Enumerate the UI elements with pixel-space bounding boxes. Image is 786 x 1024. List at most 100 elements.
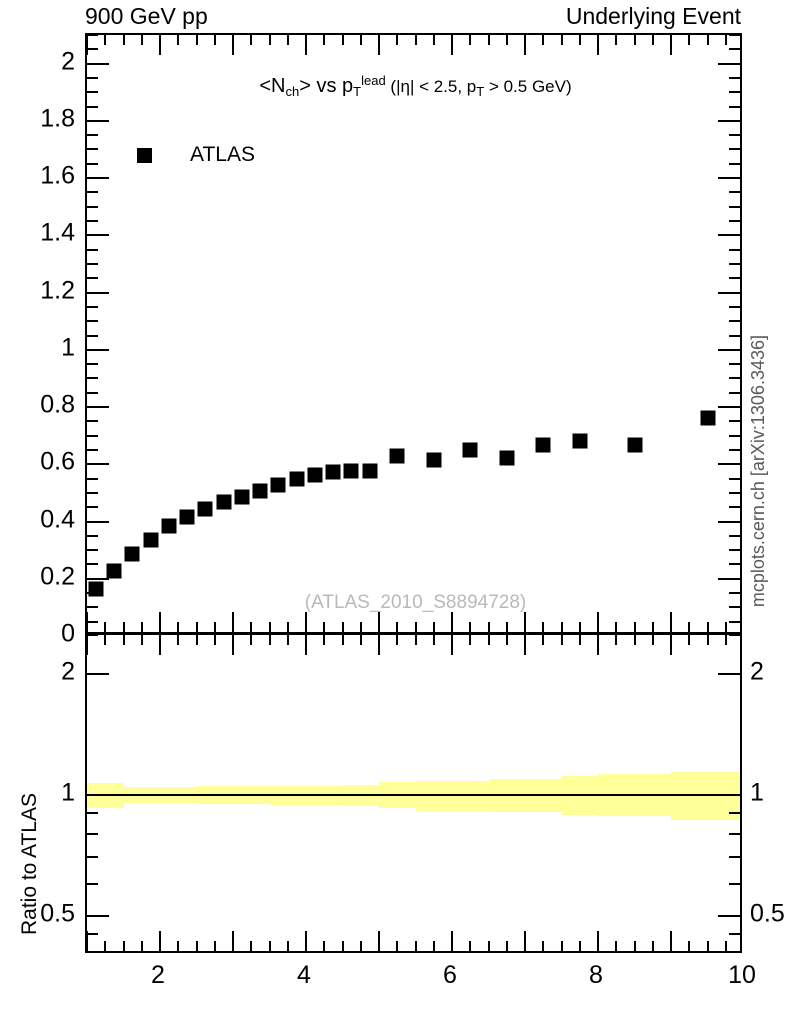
ratio-y-tick-label-left: 0.5 [40,899,75,928]
y-tick-left [87,620,98,623]
x-tick-top [542,35,545,45]
x-tick-bottom [542,622,545,632]
x-tick-top [578,35,581,45]
ratio-x-tick-bottom [213,941,216,951]
ratio-x-tick-top [469,635,472,645]
uncertainty-band-segment [707,772,740,821]
ratio-x-tick-top [724,635,727,645]
legend: ATLAS [137,143,255,167]
y-tick-left [87,463,109,466]
ratio-x-tick-top [305,635,307,655]
title-vs: > vs p [299,74,354,97]
ratio-y-tick-left [87,933,98,936]
ratio-x-tick-top [542,635,545,645]
ratio-x-tick-top [451,635,453,655]
y-tick-left [87,119,109,122]
y-tick-right [729,620,740,623]
x-tick-bottom [232,612,234,632]
y-tick-left [87,549,98,552]
ratio-x-tick-top [268,635,271,645]
x-tick-bottom [305,612,307,632]
y-tick-right [729,606,740,609]
y-tick-left [87,577,109,580]
x-tick-top [213,35,216,45]
x-tick-bottom [505,622,508,632]
y-tick-left [87,148,98,151]
y-tick-right [729,334,740,337]
y-tick-left [87,406,109,409]
main-y-tick-label: 1.4 [40,218,75,247]
x-tick-top [396,35,399,45]
ratio-y-tick-label-right: 0.5 [750,899,785,928]
ratio-x-tick-top [140,635,143,645]
source-credit-label: mcplots.cern.ch [arXiv:1306.3436] [748,335,768,608]
ratio-x-tick-top [213,635,216,645]
y-tick-right [718,291,740,294]
y-tick-right [729,35,740,36]
data-point [124,546,140,562]
data-point [289,471,304,487]
ratio-x-tick-top [341,635,344,645]
y-tick-left [87,520,109,523]
title-cond-b: > 0.5 GeV) [484,76,572,96]
x-tick-top [706,35,709,45]
data-point [627,437,642,453]
ratio-x-tick-top [286,635,289,645]
ratio-x-tick-bottom [195,941,198,951]
ratio-x-tick-top [578,635,581,645]
data-point [389,448,405,464]
main-y-tick-label: 2 [61,47,75,76]
y-tick-left [87,491,98,494]
ratio-x-tick-bottom [87,931,88,951]
ratio-y-tick-left [87,672,109,675]
y-tick-right [729,477,740,480]
title-angle-open: < [259,74,272,97]
x-tick-top [122,35,125,45]
ratio-x-tick-bottom [651,941,654,951]
y-tick-right [718,520,740,523]
x-tick-bottom [341,622,344,632]
y-tick-left [87,363,98,366]
y-tick-right [729,592,740,595]
y-tick-right [729,506,740,509]
ratio-y-tick-label-left: 1 [61,778,75,807]
main-y-tick-label: 1 [61,333,75,362]
x-tick-top [688,35,691,45]
ratio-y-tick-label-right: 2 [750,657,764,686]
y-tick-left [87,162,98,165]
title-cond-sub: T [476,83,485,99]
ratio-x-tick-bottom [232,931,234,951]
x-tick-bottom [524,612,526,632]
data-point [197,501,213,517]
data-point [362,463,377,479]
ratio-y-tick-label-right: 1 [750,778,764,807]
x-tick-bottom [688,622,691,632]
y-tick-right [729,363,740,366]
y-tick-right [729,563,740,566]
x-tick-top [232,35,234,55]
main-y-tick-label: 0.8 [40,390,75,419]
y-tick-left [87,334,98,337]
main-y-tick-label: 0.4 [40,505,75,534]
x-tick-top [87,35,88,55]
ratio-x-tick-top [104,635,107,645]
x-tick-top [359,35,362,45]
y-tick-left [87,91,98,94]
ratio-x-tick-top [706,635,709,645]
ratio-x-tick-bottom [177,941,180,951]
ratio-plot-area [87,635,740,951]
y-tick-right [729,248,740,251]
x-tick-top [378,35,380,55]
data-point [234,489,250,505]
main-y-tick-label: 0.6 [40,447,75,476]
header: 900 GeV pp Underlying Event [0,0,786,33]
y-tick-right [718,62,740,65]
data-point [572,433,588,449]
x-tick-bottom [615,622,618,632]
ratio-x-tick-top [688,635,691,645]
y-tick-right [729,91,740,94]
data-point [462,442,478,458]
x-tick-top [140,35,143,45]
ratio-x-tick-top [487,635,490,645]
ratio-x-tick-bottom [341,941,344,951]
